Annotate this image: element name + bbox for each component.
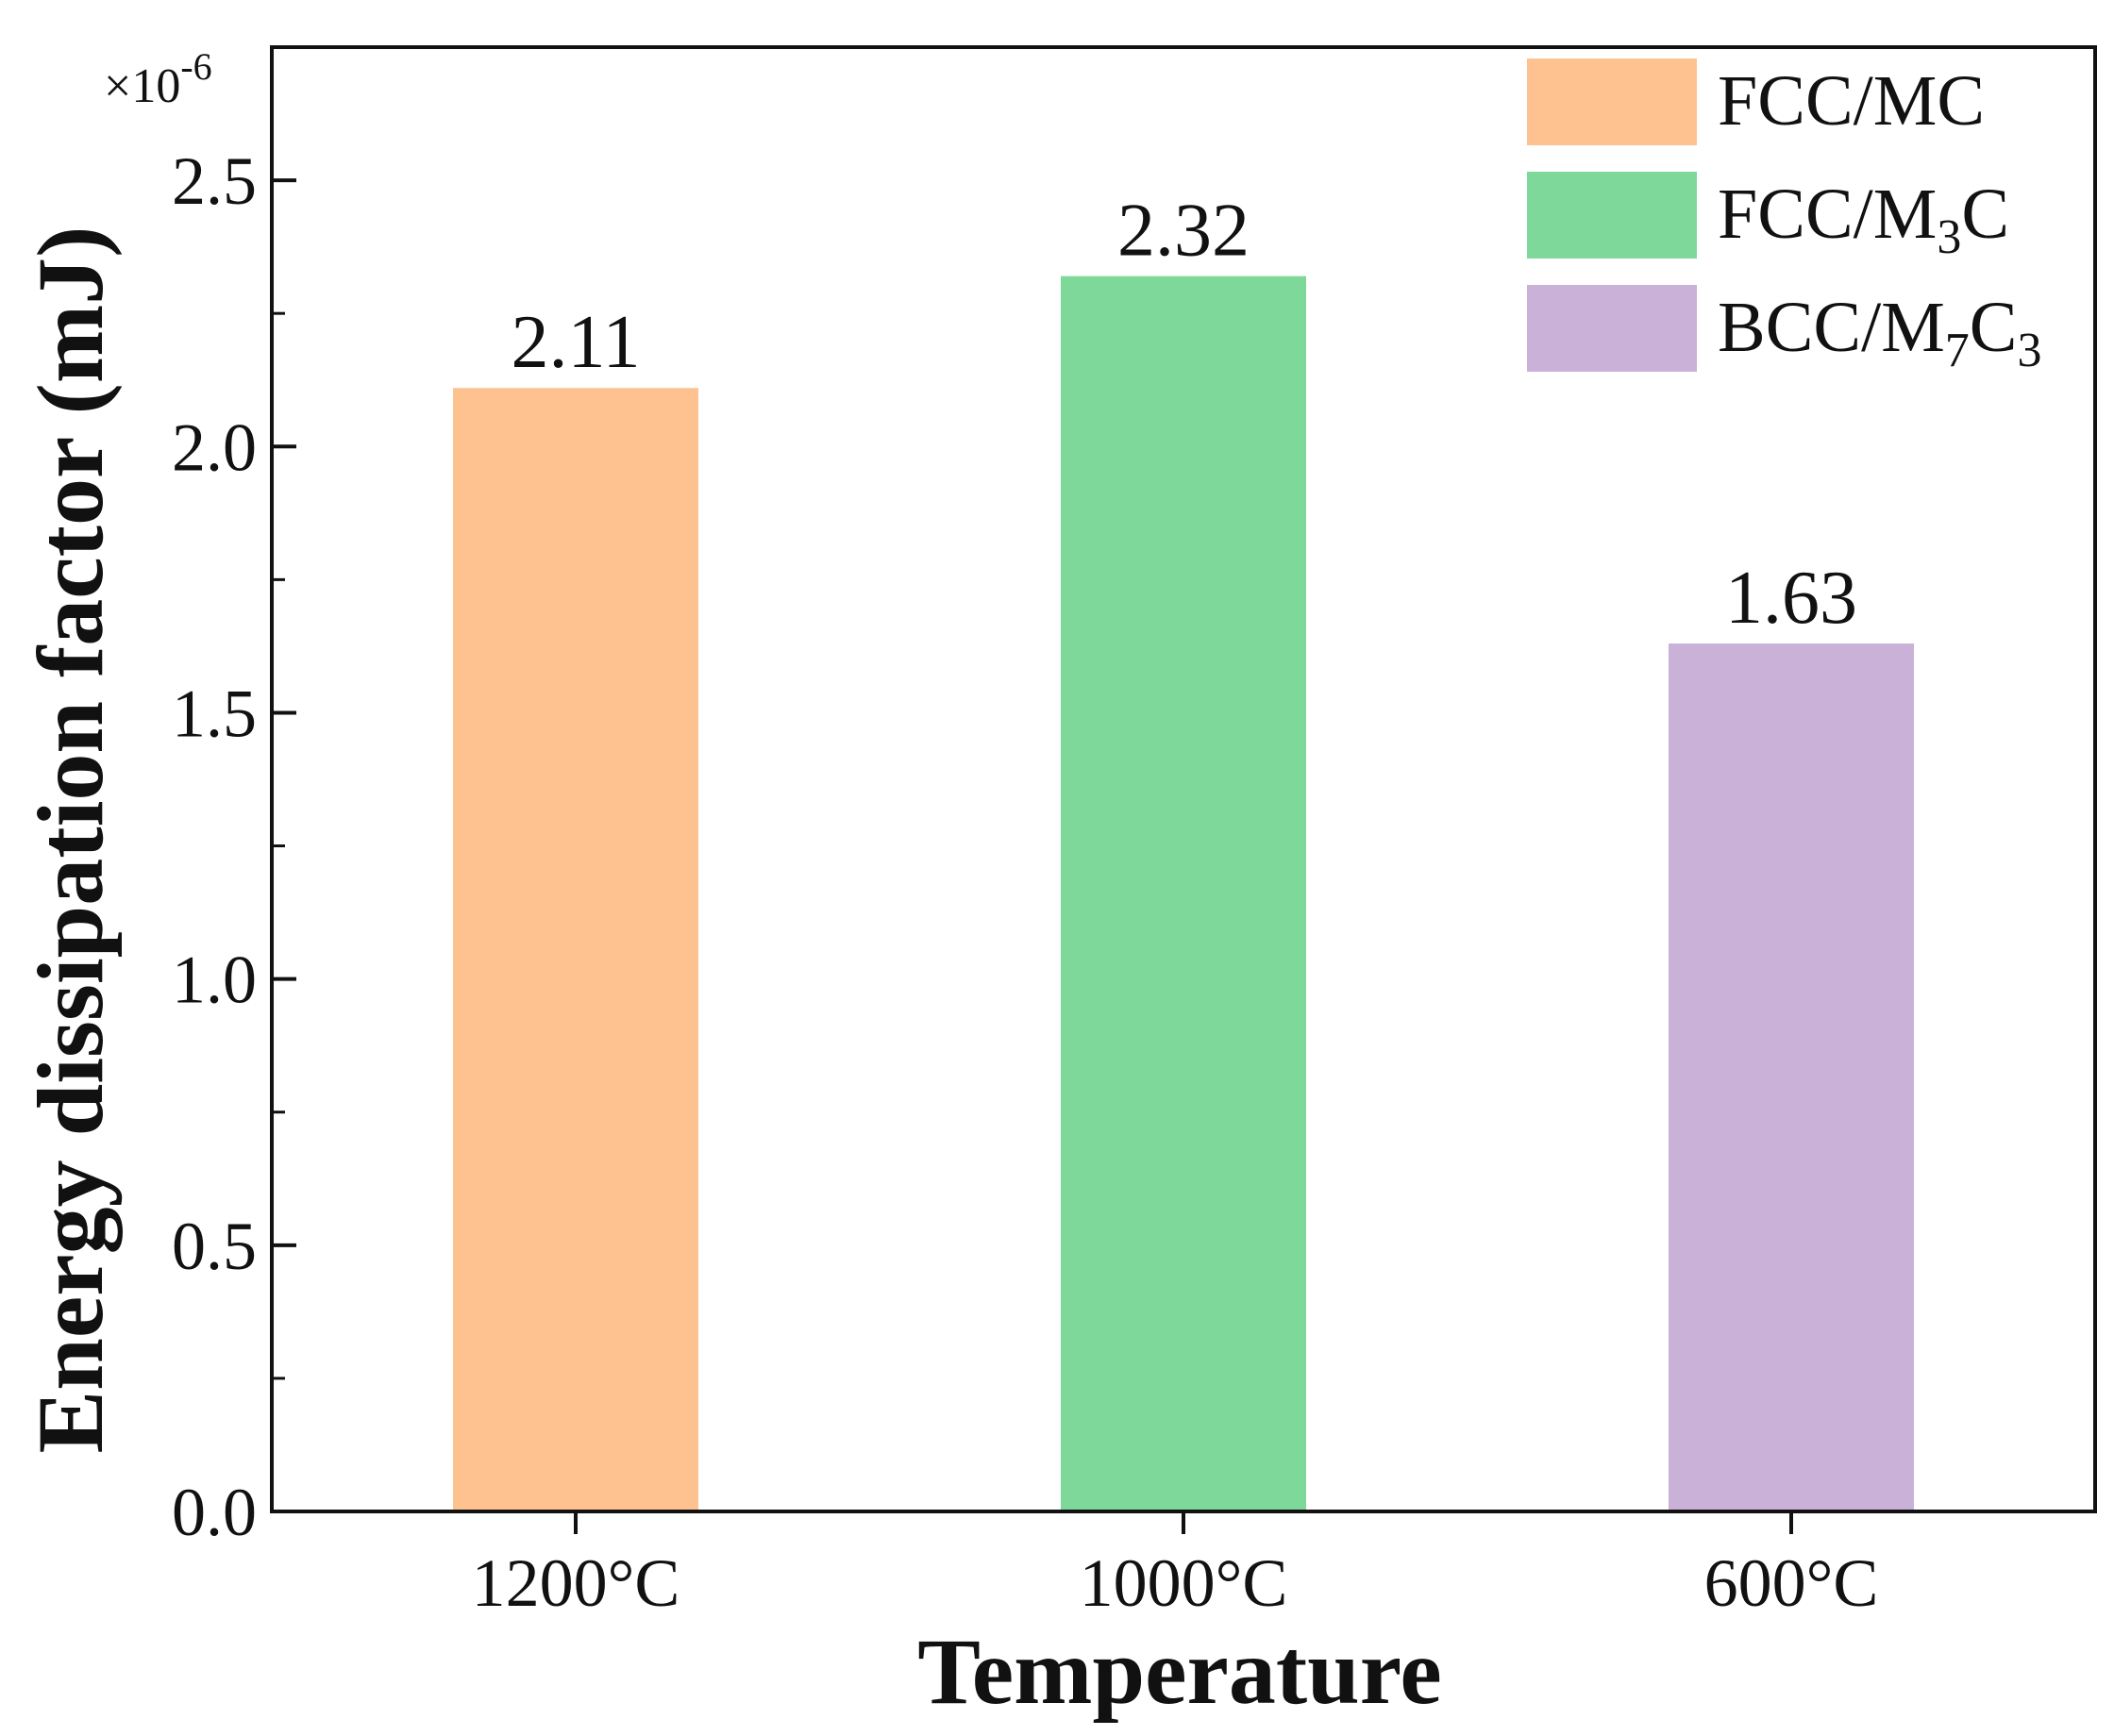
y-axis-multiplier: ×10-6 [104,45,212,113]
legend-label-2: FCC/M3C [1718,175,2009,264]
legend-subscript: 7 [1945,324,1970,377]
legend-subscript: 3 [1937,210,1961,264]
legend-label-3: BCC/M7C3 [1718,288,2041,377]
bar-2 [1061,275,1306,1511]
y-tick-label: 0.5 [172,1209,257,1284]
bar-1 [453,388,698,1511]
y-tick-label: 1.5 [172,676,257,751]
y-tick-label: 0.0 [172,1475,257,1550]
legend-text-part: BCC/M [1718,288,1945,367]
x-tick-label: 600°C [1704,1545,1879,1621]
legend-text-part: C [1937,61,1985,141]
y-axis-title: Energy dissipation factor (mJ) [18,226,123,1454]
legend-swatch-1 [1527,58,1697,145]
legend-subscript: 3 [2017,324,2041,377]
plot-frame [270,45,2097,1513]
bar-3 [1669,643,1914,1511]
bar-value-label: 1.63 [1725,557,1857,640]
legend-text-part: C [1970,288,2018,367]
legend-text-part: FCC/M [1718,175,1937,254]
x-axis-title: Temperature [917,1619,1441,1724]
bar-value-label: 2.32 [1117,190,1250,273]
bars: 2.11 2.32 1.63 [453,190,1914,1511]
x-tick-label: 1000°C [1080,1545,1288,1621]
y-multiplier-base: ×10 [104,59,180,113]
legend-swatch-3 [1527,285,1697,372]
legend-text-part: C [1961,175,2009,254]
y-tick-label: 2.5 [172,143,257,219]
y-tick-label: 2.0 [172,409,257,485]
x-tick-label: 1200°C [472,1545,680,1621]
y-tick-label: 1.0 [172,943,257,1018]
legend-text-part: FCC/M [1718,61,1937,141]
legend-swatch-2 [1527,172,1697,259]
legend-label-1: FCC/MC [1718,61,1985,141]
y-axis-ticks: 0.0 0.5 1.0 1.5 2.0 2.5 [172,143,296,1550]
bar-value-label: 2.11 [511,301,640,384]
y-multiplier-exponent: -6 [180,45,211,88]
x-axis-ticks: 1200°C 1000°C 600°C [472,1511,1879,1621]
